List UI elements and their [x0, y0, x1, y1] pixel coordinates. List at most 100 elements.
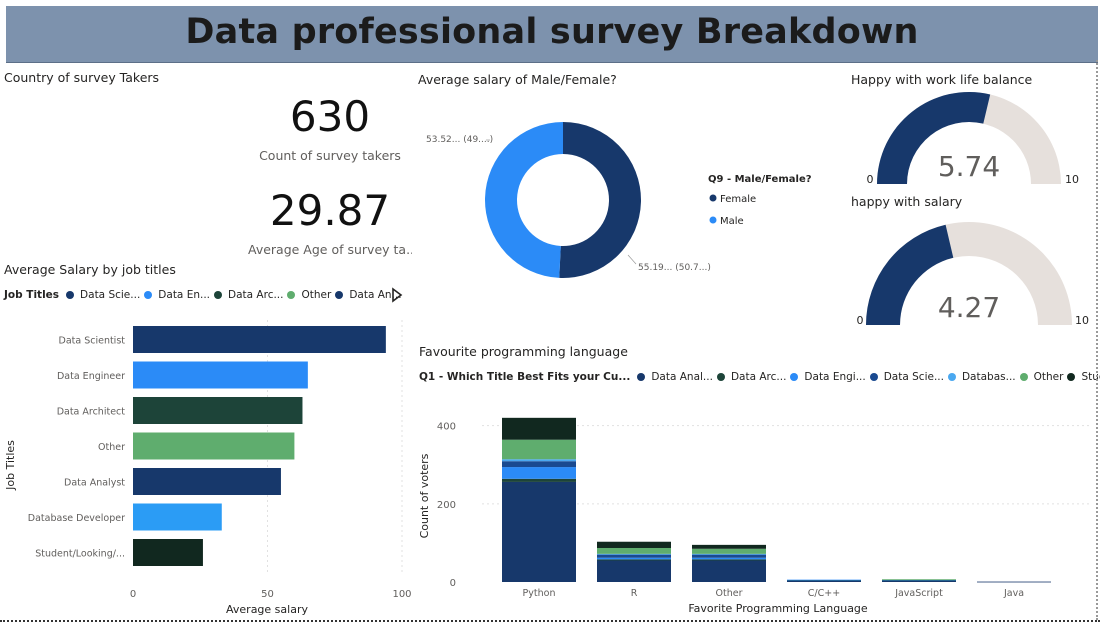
category-label: Data Engineer: [57, 371, 125, 382]
stacked-bar-segment[interactable]: [502, 478, 576, 482]
donut-legend-title: Q9 - Male/Female?: [708, 174, 812, 185]
gauge-value: 4.27: [938, 291, 1000, 324]
x-tick-label: 100: [392, 589, 411, 600]
bar-chart-title: Average Salary by job titles: [4, 262, 176, 277]
legend-item[interactable]: Other: [1033, 371, 1064, 383]
legend-item[interactable]: Student/...: [1081, 371, 1100, 383]
stacked-bar-segment[interactable]: [787, 580, 861, 582]
donut-chart[interactable]: 53.52... (49....) 55.19... (50.7...) Q9 …: [410, 92, 830, 292]
category-label: Java: [1003, 588, 1024, 599]
stacked-bar-segment[interactable]: [692, 544, 766, 549]
stacked-bar-segment[interactable]: [597, 560, 671, 583]
language-stacked-chart[interactable]: Python R Other C/C++ JavaScript Java 0200400 …: [412, 392, 1096, 618]
treemap-cell-canada[interactable]: Canada: [4, 91, 99, 173]
treemap-cell-label: India: [9, 177, 36, 190]
dashboard-title: Data professional survey Breakdown: [185, 12, 919, 52]
legend-dot: [214, 291, 223, 299]
stacked-bar-segment[interactable]: [692, 554, 766, 558]
stacked-bar-segment[interactable]: [502, 467, 576, 479]
stacked-bar-segment[interactable]: [597, 547, 671, 554]
gauge-salary[interactable]: 4.27 0 10: [846, 218, 1100, 332]
category-label: Other: [716, 588, 743, 599]
bar[interactable]: [133, 503, 222, 531]
stacked-bar-segment[interactable]: [597, 559, 671, 561]
stacked-bar-segment[interactable]: [597, 554, 671, 558]
x-axis-label: Favorite Programming Language: [688, 602, 868, 615]
legend-item[interactable]: Data Arc...: [730, 371, 787, 383]
category-label: C/C++: [808, 588, 840, 599]
stacked-bar-segment[interactable]: [692, 559, 766, 561]
legend-item[interactable]: Data Engi...: [804, 371, 866, 383]
category-label: Python: [523, 588, 556, 599]
gauge-work-life[interactable]: 5.74 0 10: [858, 88, 1094, 192]
legend-dot: [287, 291, 296, 299]
treemap-title: Country of survey Takers: [4, 70, 160, 85]
legend-item[interactable]: Databas...: [961, 371, 1016, 383]
stacked-bar-segment[interactable]: [502, 459, 576, 462]
treemap-cell-other[interactable]: Other: [99, 91, 169, 201]
legend-dot: [335, 291, 344, 299]
category-label: Data Scientist: [59, 336, 126, 347]
legend-item[interactable]: Data Arc...: [228, 289, 284, 301]
donut-label-female: 55.19... (50.7...): [638, 263, 711, 273]
donut-slice-female[interactable]: [559, 122, 642, 278]
y-tick-label: 400: [437, 422, 456, 433]
donut-title: Average salary of Male/Female?: [418, 72, 617, 87]
bar[interactable]: [133, 468, 281, 495]
gauge-fill: [866, 224, 954, 325]
legend-dot: [1019, 373, 1028, 381]
category-label: Data Architect: [57, 407, 126, 418]
bar[interactable]: [133, 397, 303, 424]
stacked-bar-segment[interactable]: [502, 481, 576, 582]
donut-legend-female[interactable]: Female: [720, 194, 756, 205]
treemap-cell-india[interactable]: India: [4, 173, 99, 256]
stacked-bar-segment[interactable]: [502, 417, 576, 440]
treemap-cell-label: United States: [104, 205, 179, 218]
bar[interactable]: [133, 326, 386, 353]
legend-title: Job Titles: [4, 289, 60, 301]
bar-chart-legend: Job Titles Data Scie... Data En... Data …: [4, 289, 402, 301]
bar[interactable]: [133, 432, 295, 460]
donut-legend-male[interactable]: Male: [720, 216, 744, 227]
legend-item[interactable]: Data Scie...: [883, 371, 944, 383]
treemap-cell-united-kingdom[interactable]: United Kin...: [169, 91, 240, 201]
stacked-bar-segment[interactable]: [692, 560, 766, 583]
stacked-bar-segment[interactable]: [882, 579, 956, 581]
treemap-cell-united-states[interactable]: United States: [99, 201, 240, 256]
stacked-bar-segment[interactable]: [787, 579, 861, 581]
stacked-bar-segment[interactable]: [977, 581, 1051, 583]
salary-bar-chart[interactable]: Data Scientist Data Engineer Data Architec…: [0, 310, 412, 620]
kpi-count-label: Count of survey takers: [259, 148, 401, 163]
stacked-bar-segment[interactable]: [502, 439, 576, 460]
gauge-2-title: happy with salary: [851, 194, 963, 209]
legend-item[interactable]: Data Anal...: [651, 371, 713, 383]
legend-dot: [66, 291, 75, 299]
legend-dot: [947, 373, 956, 381]
kpi-age-value: 29.87: [269, 186, 391, 235]
legend-next-arrow-icon[interactable]: [390, 287, 404, 303]
stacked-bar-segment[interactable]: [597, 557, 671, 560]
legend-item[interactable]: Data Scie...: [80, 289, 141, 301]
stacked-bar-segment[interactable]: [692, 548, 766, 554]
stacked-bar-segment[interactable]: [692, 553, 766, 555]
category-label: JavaScript: [894, 588, 943, 599]
stacked-bar-segment[interactable]: [502, 461, 576, 468]
stacked-bar-segment[interactable]: [597, 541, 671, 548]
kpi-age-label: Average Age of survey ta...: [248, 242, 412, 257]
stacked-bar-segment[interactable]: [692, 557, 766, 560]
donut-slice-male[interactable]: [485, 122, 563, 278]
legend-item[interactable]: Other: [301, 289, 332, 301]
category-label: Database Developer: [28, 513, 125, 524]
category-label: R: [631, 588, 638, 599]
bar[interactable]: [133, 361, 308, 389]
bar[interactable]: [133, 539, 203, 566]
legend-dot: [637, 373, 646, 381]
x-axis-label: Average salary: [226, 603, 308, 616]
gauge-value: 5.74: [938, 150, 1000, 183]
gauge-min: 0: [867, 173, 874, 186]
stacked-bar-segment[interactable]: [882, 580, 956, 582]
legend-item[interactable]: Data En...: [158, 289, 211, 301]
stacked-bar-segment[interactable]: [597, 553, 671, 555]
country-treemap[interactable]: Canada India Other United Kin... United …: [4, 91, 240, 256]
legend-item[interactable]: Data An...: [349, 289, 402, 301]
